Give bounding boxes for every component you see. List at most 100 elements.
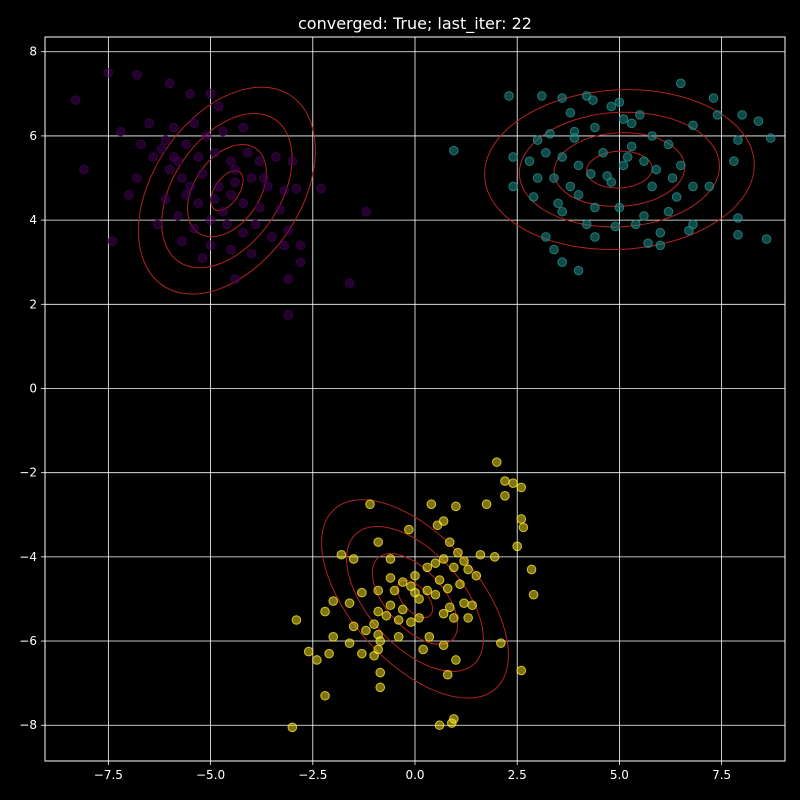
data-point xyxy=(733,230,743,240)
data-point xyxy=(444,537,455,547)
data-point xyxy=(164,78,175,89)
data-point xyxy=(643,238,653,249)
data-point xyxy=(222,219,232,230)
density-contour xyxy=(518,111,720,228)
data-point xyxy=(549,173,559,183)
density-contour xyxy=(321,499,509,699)
data-point xyxy=(655,240,666,251)
data-point xyxy=(267,232,277,242)
y-tick-label: 0 xyxy=(29,381,37,395)
data-point xyxy=(598,147,608,158)
data-point xyxy=(357,648,367,659)
data-point xyxy=(410,570,420,581)
data-point xyxy=(708,93,719,103)
data-point xyxy=(712,110,723,120)
data-point xyxy=(438,640,449,651)
data-point xyxy=(565,107,576,118)
data-point xyxy=(684,225,694,236)
data-point xyxy=(449,714,459,724)
data-point xyxy=(361,206,371,217)
data-point xyxy=(218,126,228,137)
data-point xyxy=(549,244,559,255)
data-point xyxy=(164,164,175,175)
data-point xyxy=(295,257,306,267)
data-point xyxy=(328,596,339,606)
data-point xyxy=(328,632,339,642)
data-point xyxy=(213,101,224,112)
data-point xyxy=(688,120,698,131)
data-point xyxy=(573,265,584,276)
data-point xyxy=(279,240,289,251)
data-point xyxy=(418,644,428,655)
data-point xyxy=(467,600,478,611)
data-point xyxy=(279,185,289,196)
data-point xyxy=(463,564,473,575)
data-point xyxy=(528,589,539,600)
data-point xyxy=(324,648,334,659)
data-point xyxy=(385,600,396,611)
chart-title: converged: True; last_iter: 22 xyxy=(298,14,532,34)
data-point xyxy=(393,632,404,642)
data-point xyxy=(565,181,576,192)
y-tick-label: −8 xyxy=(19,718,37,732)
data-point xyxy=(201,131,212,141)
data-point xyxy=(422,562,433,573)
data-point xyxy=(459,598,469,608)
data-point xyxy=(508,181,518,192)
data-point xyxy=(230,177,240,188)
data-point xyxy=(246,248,257,259)
data-point xyxy=(193,152,204,162)
data-point xyxy=(348,621,359,632)
data-point xyxy=(238,198,249,209)
data-point xyxy=(444,602,455,613)
data-point xyxy=(430,589,441,600)
data-point xyxy=(573,160,584,171)
data-point xyxy=(375,682,386,693)
data-point xyxy=(481,499,492,510)
data-point xyxy=(336,549,347,560)
data-point xyxy=(389,585,400,596)
data-point xyxy=(504,91,514,101)
data-point xyxy=(205,240,216,251)
data-point xyxy=(438,554,449,564)
data-point xyxy=(312,655,322,665)
data-point xyxy=(303,646,314,657)
data-point xyxy=(205,215,216,225)
data-point xyxy=(189,223,200,234)
data-point xyxy=(508,152,518,162)
data-point xyxy=(704,181,715,192)
data-point xyxy=(651,164,662,175)
data-point xyxy=(115,126,126,137)
data-point xyxy=(283,274,294,284)
data-point xyxy=(438,608,449,619)
data-point xyxy=(581,219,592,230)
density-contour xyxy=(161,113,293,269)
data-point xyxy=(541,232,551,242)
data-point xyxy=(602,171,612,181)
density-contour xyxy=(484,89,755,251)
data-point xyxy=(586,169,596,179)
data-point xyxy=(344,278,355,289)
data-point xyxy=(132,70,142,80)
data-point xyxy=(136,139,146,150)
data-point xyxy=(173,211,183,221)
data-point xyxy=(451,501,461,512)
data-point xyxy=(316,183,326,194)
data-point xyxy=(630,219,641,230)
data-point xyxy=(373,585,384,596)
data-point xyxy=(160,135,171,145)
data-point xyxy=(275,204,285,215)
data-point xyxy=(449,145,459,156)
data-point xyxy=(569,133,580,143)
data-point xyxy=(132,173,142,183)
data-point xyxy=(373,606,384,617)
data-point xyxy=(426,499,437,510)
x-tick-label: 7.5 xyxy=(712,768,731,782)
data-point xyxy=(590,202,600,213)
data-point xyxy=(393,615,404,625)
data-point xyxy=(532,135,543,145)
data-point xyxy=(455,579,465,590)
data-point xyxy=(449,613,459,623)
data-point xyxy=(526,564,537,575)
